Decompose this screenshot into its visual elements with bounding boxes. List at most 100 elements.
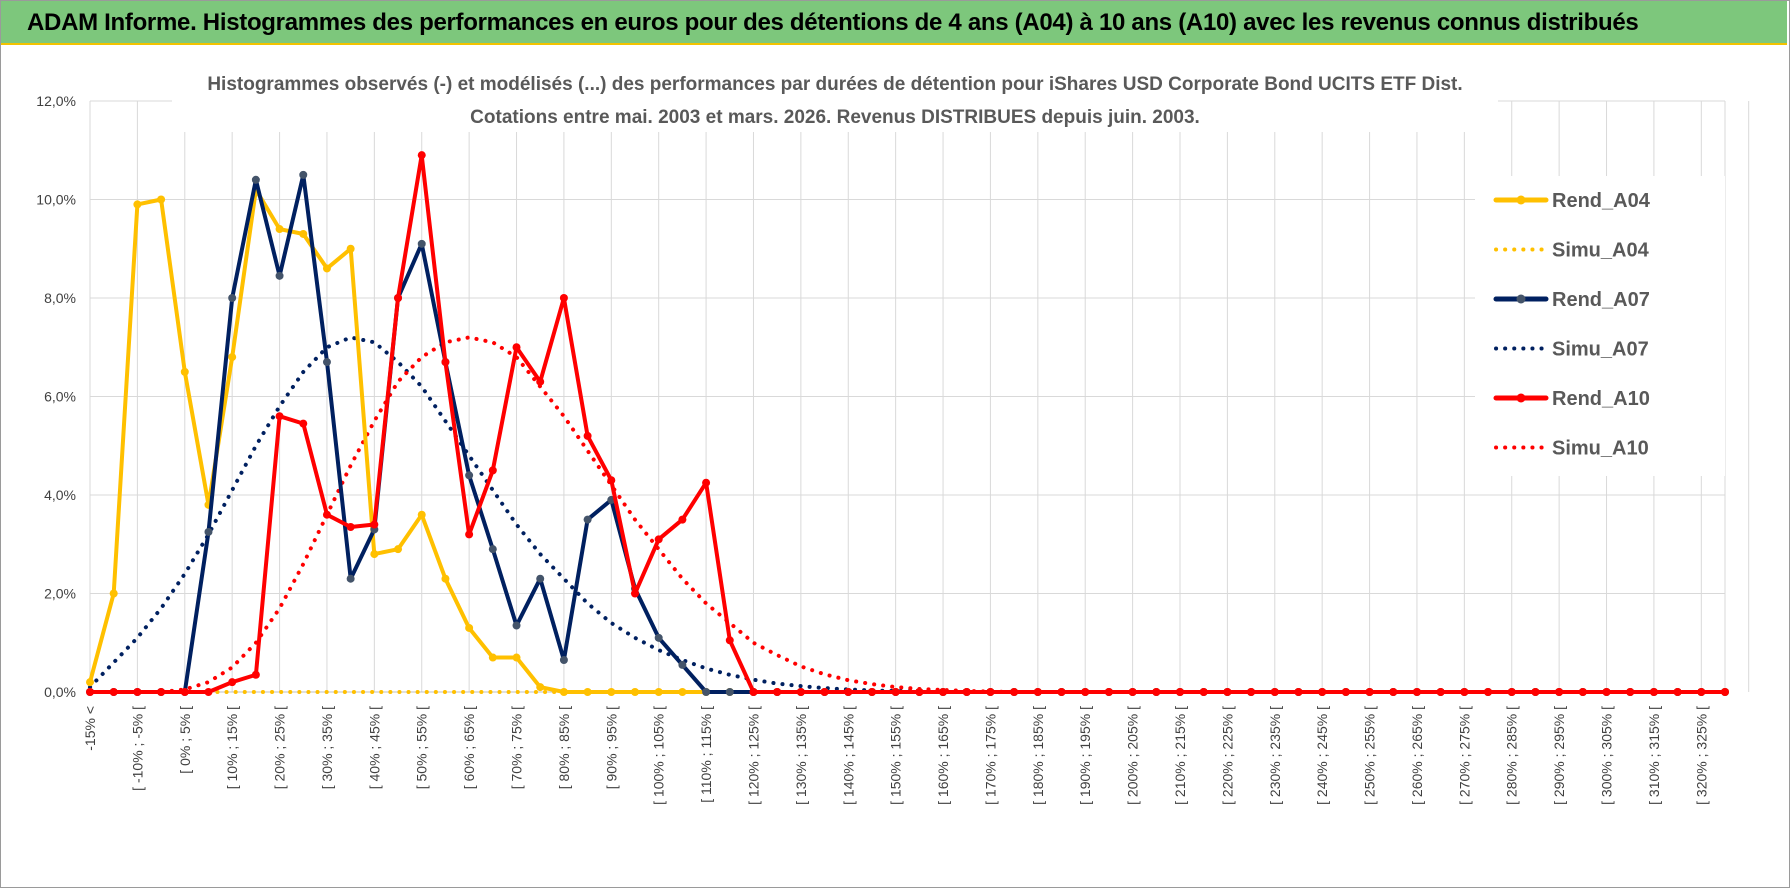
data-point bbox=[654, 633, 663, 642]
x-tick-label: [ 30% ; 35% [ bbox=[319, 706, 335, 789]
data-point bbox=[725, 688, 734, 696]
x-tick-label: [ 130% ; 135% [ bbox=[793, 706, 809, 805]
x-tick-label: [ 80% ; 85% [ bbox=[556, 706, 572, 789]
data-point bbox=[299, 419, 308, 428]
data-point bbox=[844, 688, 853, 696]
series-Simu_A07 bbox=[88, 335, 1727, 694]
data-point bbox=[631, 589, 639, 598]
data-point bbox=[1341, 688, 1350, 696]
report-title: ADAM Informe. Histogrammes des performan… bbox=[27, 9, 1639, 36]
y-tick-label: 12,0% bbox=[36, 93, 76, 109]
x-tick-label: [ 40% ; 45% [ bbox=[366, 706, 382, 789]
data-point bbox=[559, 688, 568, 696]
y-tick-label: 4,0% bbox=[44, 487, 76, 503]
data-point bbox=[512, 621, 521, 630]
data-point bbox=[346, 523, 355, 532]
data-point bbox=[1507, 688, 1516, 696]
data-point bbox=[204, 688, 213, 696]
data-point bbox=[1460, 688, 1469, 696]
x-tick-label: [ 100% ; 105% [ bbox=[651, 706, 667, 805]
x-tick-label: [ 190% ; 195% [ bbox=[1077, 706, 1093, 805]
data-point bbox=[939, 688, 948, 696]
data-point bbox=[1057, 688, 1066, 696]
series-lines bbox=[86, 151, 1729, 696]
data-point bbox=[536, 377, 545, 386]
data-point bbox=[702, 478, 711, 487]
data-point bbox=[465, 530, 474, 539]
legend-item-Simu_A07: Simu_A07 bbox=[1494, 339, 1649, 361]
y-axis-ticks: 0,0% 2,0% 4,0% 6,0% 8,0% 10,0% 12,0% bbox=[36, 93, 76, 700]
x-tick-label: [ 220% ; 225% [ bbox=[1219, 706, 1235, 805]
data-point bbox=[299, 170, 308, 179]
data-point bbox=[607, 688, 616, 696]
data-point bbox=[86, 678, 94, 687]
data-point bbox=[180, 367, 189, 376]
data-point bbox=[346, 574, 355, 583]
legend-item-Simu_A04: Simu_A04 bbox=[1494, 240, 1650, 262]
data-point bbox=[109, 589, 118, 598]
y-tick-label: 8,0% bbox=[44, 290, 76, 306]
data-point bbox=[275, 412, 284, 421]
data-point bbox=[749, 688, 758, 696]
x-tick-label: [ -10% ; -5% [ bbox=[129, 706, 145, 791]
legend-item-Simu_A10: Simu_A10 bbox=[1494, 438, 1649, 460]
chart-subtitle: Cotations entre mai. 2003 et mars. 2026.… bbox=[470, 107, 1200, 128]
data-point bbox=[488, 466, 497, 475]
data-point bbox=[1555, 688, 1564, 696]
data-point bbox=[441, 574, 450, 583]
data-point bbox=[1010, 688, 1019, 696]
legend-label: Simu_A04 bbox=[1552, 240, 1650, 262]
legend-item-Rend_A10: Rend_A10 bbox=[1493, 388, 1650, 410]
data-point bbox=[512, 343, 521, 352]
x-tick-label: [ 270% ; 275% [ bbox=[1456, 706, 1472, 805]
series-line bbox=[88, 335, 1727, 694]
x-tick-label: [ 160% ; 165% [ bbox=[935, 706, 951, 805]
x-tick-label: -15% < bbox=[82, 706, 98, 751]
data-point bbox=[1176, 688, 1184, 696]
x-tick-label: [ 320% ; 325% [ bbox=[1693, 706, 1709, 805]
y-tick-label: 2,0% bbox=[44, 586, 76, 602]
data-point bbox=[133, 688, 142, 696]
x-tick-label: [ 120% ; 125% [ bbox=[745, 706, 761, 805]
data-point bbox=[275, 271, 284, 280]
data-point bbox=[465, 471, 474, 480]
data-point bbox=[157, 688, 166, 696]
data-point bbox=[654, 688, 663, 696]
x-tick-label: [ 70% ; 75% [ bbox=[509, 706, 525, 789]
data-point bbox=[1104, 688, 1113, 696]
data-point bbox=[583, 515, 592, 524]
data-point bbox=[1389, 688, 1398, 696]
data-point bbox=[583, 431, 592, 440]
data-point bbox=[891, 688, 900, 696]
data-point bbox=[607, 476, 616, 485]
data-point bbox=[465, 623, 474, 632]
legend-label: Rend_A07 bbox=[1552, 289, 1650, 311]
x-tick-label: [ 140% ; 145% [ bbox=[840, 706, 856, 805]
data-point bbox=[417, 239, 426, 248]
x-tick-label: [ 20% ; 25% [ bbox=[272, 706, 288, 789]
data-point bbox=[1270, 688, 1279, 696]
data-point bbox=[1602, 688, 1611, 696]
data-point bbox=[370, 520, 379, 529]
data-point bbox=[133, 200, 142, 209]
data-point bbox=[157, 195, 166, 204]
legend-marker bbox=[1516, 195, 1526, 205]
chart-legend: Rend_A04 Simu_A04 Rend_A07 Simu_A07 Rend_A10… bbox=[1475, 176, 1725, 476]
data-point bbox=[417, 510, 426, 519]
data-point bbox=[228, 678, 237, 687]
data-point bbox=[299, 229, 308, 238]
data-point bbox=[251, 175, 260, 184]
x-tick-label: [ 150% ; 155% [ bbox=[888, 706, 904, 805]
data-point bbox=[1531, 688, 1540, 696]
data-point bbox=[773, 688, 782, 696]
data-point bbox=[654, 535, 663, 544]
data-point bbox=[1199, 688, 1208, 696]
series-line bbox=[88, 335, 1727, 694]
data-point bbox=[1649, 688, 1658, 696]
data-point bbox=[702, 688, 711, 696]
chart-title-background bbox=[172, 70, 1498, 132]
x-axis-ticks: -15% < [ -10% ; -5% [[ 0% ; 5% [[ 10% ; 1… bbox=[82, 706, 1709, 805]
data-point bbox=[915, 688, 924, 696]
data-point bbox=[86, 688, 94, 696]
data-point bbox=[251, 670, 260, 679]
